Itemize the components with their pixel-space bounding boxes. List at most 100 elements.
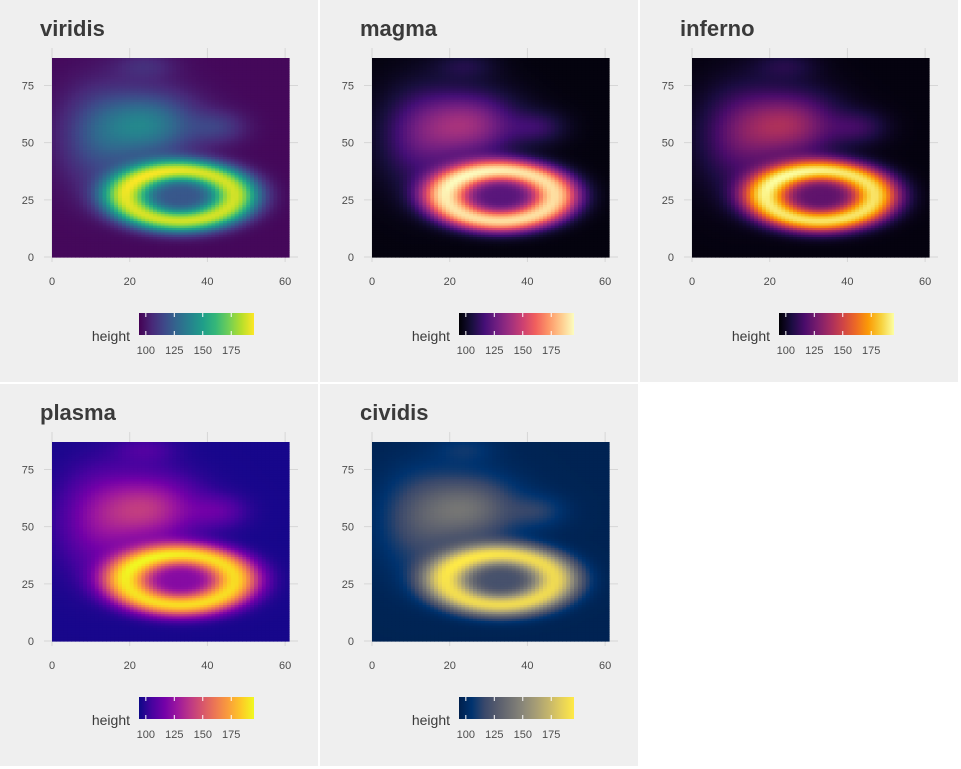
heatmap-cell [246, 250, 251, 254]
heatmap-cell [242, 94, 247, 98]
heatmap-cell [129, 151, 135, 155]
heatmap-cell [168, 163, 174, 167]
heatmap-cell [215, 131, 220, 135]
heatmap-cell [254, 110, 259, 114]
heatmap-cell [215, 252, 220, 256]
heatmap-cell [153, 183, 158, 187]
heatmap-cell [230, 247, 236, 251]
heatmap-cell [285, 174, 290, 178]
heatmap-cell [191, 204, 197, 208]
heatmap-cell [215, 99, 220, 103]
heatmap-cell [234, 103, 240, 107]
heatmap-cell [222, 192, 228, 196]
heatmap-cell [195, 231, 201, 235]
heatmap-cell [133, 215, 139, 219]
heatmap-cell [90, 222, 96, 226]
heatmap-cell [164, 213, 170, 217]
heatmap-cell [203, 183, 209, 187]
heatmap-cell [145, 170, 150, 173]
heatmap-cell [133, 170, 139, 173]
heatmap-cell [207, 243, 212, 247]
heatmap-cell [187, 115, 193, 119]
heatmap-cell [52, 74, 57, 77]
heatmap-cell [265, 126, 271, 130]
heatmap-cell [257, 229, 263, 233]
heatmap-cell [176, 110, 181, 114]
heatmap-cell [238, 131, 243, 135]
heatmap-cell [94, 99, 100, 103]
heatmap-cell [219, 124, 224, 128]
heatmap-cell [281, 74, 286, 77]
heatmap-cell [129, 126, 135, 130]
heatmap-cell [75, 174, 80, 178]
heatmap-cell [250, 80, 255, 84]
heatmap-cell [86, 103, 92, 107]
heatmap-cell [164, 240, 170, 244]
heatmap-cell [63, 247, 69, 251]
heatmap-cell [254, 199, 259, 203]
heatmap-cell [257, 245, 263, 249]
heatmap-cell [79, 215, 84, 219]
heatmap-cell [160, 138, 166, 141]
heatmap-cell [145, 144, 150, 148]
heatmap-cell [207, 138, 212, 141]
heatmap-cell [180, 234, 185, 238]
heatmap-cell [75, 236, 80, 240]
heatmap-cell [191, 119, 197, 123]
heatmap-cell [285, 156, 290, 160]
heatmap-cell [164, 94, 170, 98]
heatmap-cell [199, 154, 205, 157]
heatmap-cell [141, 154, 146, 157]
heatmap-cell [118, 227, 123, 231]
heatmap-cell [83, 231, 88, 235]
heatmap-cell [145, 83, 150, 87]
heatmap-cell [63, 122, 69, 125]
heatmap-cell [269, 213, 275, 217]
heatmap-cell [281, 151, 286, 155]
heatmap-cell [211, 151, 216, 155]
heatmap-cell [254, 144, 259, 148]
heatmap-cell [67, 236, 73, 240]
heatmap-cell [59, 135, 65, 139]
heatmap-cell [59, 254, 65, 258]
heatmap-cell [86, 142, 92, 146]
heatmap-cell [114, 71, 119, 75]
heatmap-cell [180, 247, 185, 251]
heatmap-cell [141, 96, 146, 100]
heatmap-cell [242, 181, 247, 185]
heatmap-cell [75, 247, 80, 251]
heatmap-cell [141, 90, 146, 93]
heatmap-cell [156, 101, 162, 105]
heatmap-cell [168, 220, 174, 224]
heatmap-cell [67, 218, 73, 221]
heatmap-cell [187, 74, 193, 77]
heatmap-cell [71, 224, 76, 228]
heatmap-cell [141, 124, 146, 128]
heatmap-cell [257, 71, 263, 75]
heatmap-cell [219, 234, 224, 238]
heatmap-cell [114, 138, 119, 141]
heatmap-cell [176, 222, 181, 226]
heatmap-cell [234, 110, 240, 114]
heatmap-cell [219, 218, 224, 221]
heatmap-cell [254, 206, 259, 210]
heatmap-cell [121, 76, 127, 80]
heatmap-cell [242, 78, 247, 82]
heatmap-cell [67, 222, 73, 226]
heatmap-cell [133, 254, 139, 258]
heatmap-cell [114, 236, 119, 240]
heatmap-cell [230, 199, 236, 203]
heatmap-cell [246, 224, 251, 228]
heatmap-cell [222, 202, 228, 205]
heatmap-cell [254, 208, 259, 212]
heatmap-cell [149, 133, 154, 137]
heatmap-cell [215, 83, 220, 87]
heatmap-cell [269, 208, 275, 212]
heatmap-cell [273, 101, 278, 105]
heatmap-cell [265, 144, 271, 148]
heatmap-cell [238, 74, 243, 77]
heatmap-cell [265, 108, 271, 112]
heatmap-cell [52, 247, 57, 251]
heatmap-cell [257, 144, 263, 148]
heatmap-cell [211, 147, 216, 151]
